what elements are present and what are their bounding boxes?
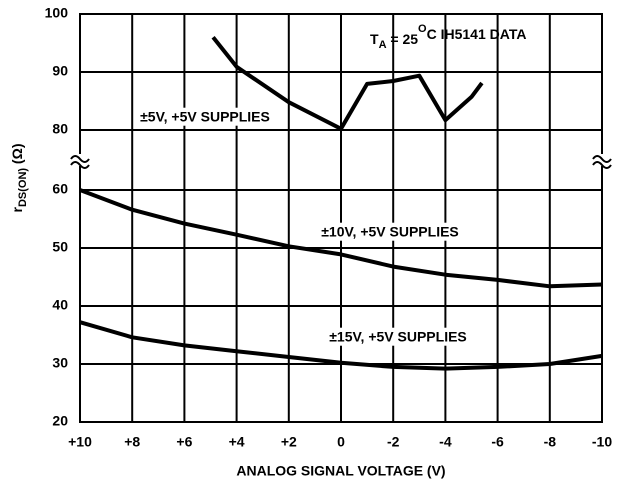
series-label-bg bbox=[136, 107, 274, 126]
series-label: ±15V, +5V SUPPLIES bbox=[329, 329, 467, 345]
x-tick-label: -6 bbox=[491, 434, 504, 450]
x-tick-label: +8 bbox=[124, 434, 140, 450]
axis-break-mark bbox=[70, 155, 90, 163]
x-tick-label: -10 bbox=[592, 434, 612, 450]
series-line bbox=[79, 320, 603, 371]
x-tick-label: +6 bbox=[176, 434, 192, 450]
x-tick-label: +4 bbox=[229, 434, 245, 450]
axis-break-mark bbox=[592, 155, 612, 163]
series-label: ±5V, +5V SUPPLIES bbox=[140, 109, 270, 125]
series-line bbox=[211, 35, 484, 131]
y-tick-label: 40 bbox=[52, 297, 68, 313]
x-axis-label: ANALOG SIGNAL VOLTAGE (V) bbox=[236, 463, 445, 479]
y-tick-label: 20 bbox=[52, 413, 68, 429]
annotation-part: = 25 bbox=[387, 31, 419, 47]
annotation-part: A bbox=[379, 39, 387, 51]
axis-break-mark bbox=[70, 161, 90, 169]
annotation-part: O bbox=[418, 23, 427, 35]
y-tick-label: 80 bbox=[52, 121, 68, 137]
series-line bbox=[79, 188, 603, 289]
x-tick-label: -4 bbox=[439, 434, 452, 450]
y-tick-label: 90 bbox=[52, 63, 68, 79]
y-label-part: DS(ON) bbox=[17, 168, 29, 207]
y-axis-label: rDS(ON) (Ω) bbox=[9, 143, 29, 212]
x-tick-label: 0 bbox=[337, 434, 345, 450]
x-tick-label: -2 bbox=[387, 434, 400, 450]
y-tick-label: 30 bbox=[52, 355, 68, 371]
x-tick-label: +2 bbox=[281, 434, 297, 450]
axis-break-mark bbox=[592, 161, 612, 169]
annotation-part: T bbox=[370, 31, 379, 47]
y-label-part: (Ω) bbox=[9, 143, 25, 167]
y-tick-label: 60 bbox=[52, 181, 68, 197]
annotation: TA = 25OC IH5141 DATA bbox=[370, 23, 526, 51]
y-tick-label: 100 bbox=[45, 5, 69, 21]
series-label-bg bbox=[325, 327, 471, 346]
series-label: ±10V, +5V SUPPLIES bbox=[321, 224, 459, 240]
x-tick-label: +10 bbox=[68, 434, 92, 450]
y-label-part: r bbox=[9, 207, 25, 213]
y-tick-label: 50 bbox=[52, 239, 68, 255]
series-label-bg bbox=[317, 222, 463, 241]
annotation-part: C IH5141 DATA bbox=[427, 26, 527, 42]
x-tick-label: -8 bbox=[544, 434, 557, 450]
